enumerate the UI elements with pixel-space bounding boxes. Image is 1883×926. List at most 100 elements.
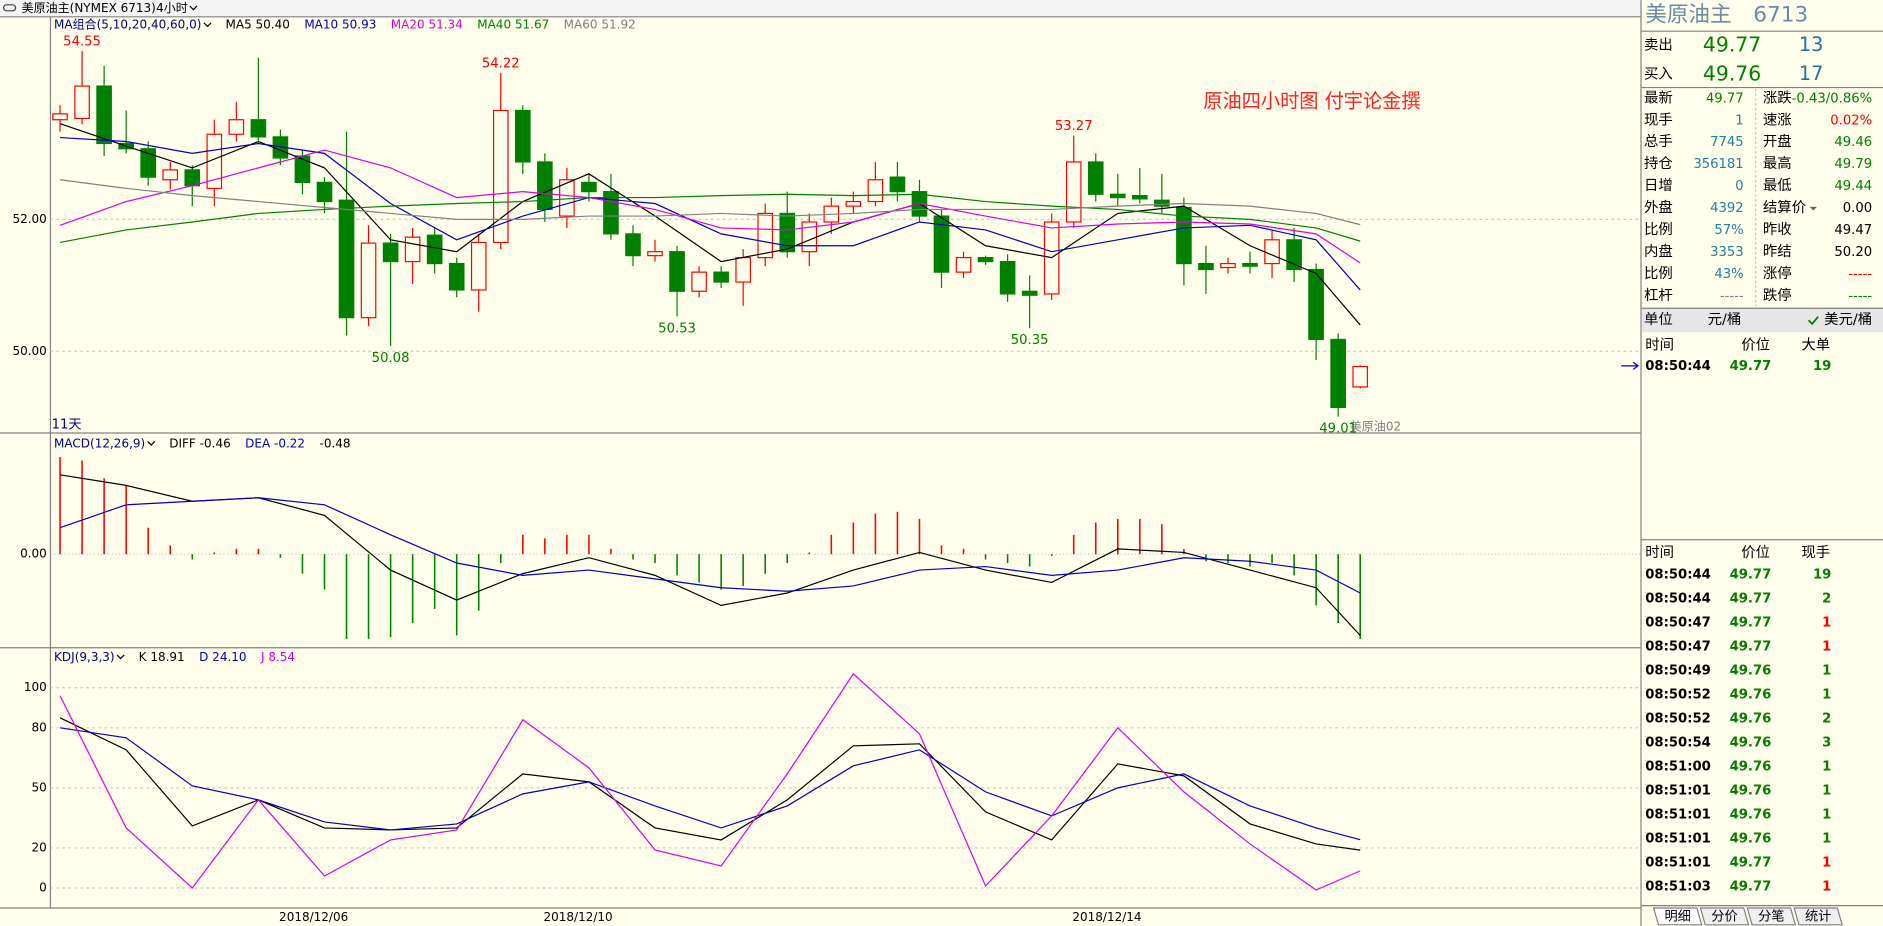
link-icon[interactable] [3, 4, 17, 12]
stat-value: -0.43/0.86% [1792, 91, 1873, 106]
order-side: 卖出 [1644, 37, 1673, 54]
indicator-name[interactable]: MACD(12,26,9) [54, 436, 145, 450]
stat-label: 速涨 [1763, 111, 1792, 128]
tab[interactable] [1652, 907, 1703, 926]
candle-body [448, 262, 465, 291]
indicator-line [59, 149, 1361, 264]
row-time: 08:51:01 [1645, 783, 1711, 798]
row-price: 49.76 [1730, 688, 1772, 703]
row-time: 08:51:01 [1645, 807, 1711, 822]
stat-label: 涨跌 [1763, 89, 1792, 106]
indicator-line [59, 717, 1361, 851]
row-price: 49.77 [1730, 616, 1772, 631]
row-price: 49.76 [1730, 735, 1772, 750]
tab-label[interactable]: 分笔 [1758, 908, 1784, 924]
dropdown-chevron[interactable] [116, 654, 125, 660]
candle-body [1308, 268, 1324, 341]
legend-item: MA20 51.34 [391, 18, 463, 32]
stat-value: 50.20 [1834, 245, 1872, 260]
row-time: 08:50:44 [1645, 592, 1711, 607]
row-price: 49.76 [1730, 759, 1772, 774]
column-header: 现手 [1801, 544, 1830, 561]
dropdown-chevron[interactable] [203, 22, 212, 28]
candle-body [1087, 161, 1104, 195]
candle-body [52, 113, 68, 121]
stat-value: ----- [1848, 289, 1872, 304]
extreme-label: 50.35 [1011, 333, 1049, 348]
check-mark [1807, 316, 1819, 326]
y-tick-label: 0.00 [20, 547, 47, 561]
period-chevron[interactable] [189, 5, 198, 11]
tab-label[interactable]: 分价 [1711, 908, 1737, 924]
stat-value: 49.79 [1834, 157, 1872, 172]
quote-title: 美原油主 [1645, 3, 1731, 28]
candle-body [757, 212, 774, 259]
y-tick-label: 50.00 [12, 344, 46, 358]
candle-body [647, 251, 663, 257]
candle-body [515, 109, 531, 163]
row-time: 08:51:01 [1645, 855, 1711, 870]
column-header: 价位 [1741, 544, 1770, 561]
indicator-line [59, 727, 1361, 841]
indicator-line [59, 497, 1361, 594]
extreme-label: 54.22 [482, 56, 520, 71]
candle-body [492, 109, 509, 244]
candle-body [867, 179, 884, 203]
stat-value: 49.47 [1834, 223, 1872, 238]
stat-value: 43% [1714, 267, 1743, 282]
candle-body [1220, 262, 1236, 269]
row-volume: 1 [1822, 688, 1831, 703]
stat-value: 57% [1714, 223, 1743, 238]
legend-item: MA60 51.92 [564, 18, 636, 32]
dropdown-chevron[interactable] [1809, 206, 1817, 211]
stat-label: 日增 [1644, 177, 1673, 194]
unit-option[interactable]: 元/桶 [1708, 311, 1742, 328]
stat-value: 4392 [1710, 201, 1744, 216]
candle-body [537, 161, 553, 211]
candle-body [1021, 290, 1038, 296]
tab[interactable] [1746, 907, 1797, 926]
stat-value: ----- [1720, 289, 1744, 304]
candle-body [889, 176, 906, 193]
extreme-label: 49.01 [1319, 422, 1357, 437]
legend-item: K 18.91 [139, 650, 185, 664]
candle-body [1330, 338, 1346, 409]
candle-body [316, 181, 333, 203]
candle-body [250, 119, 267, 138]
row-time: 08:51:03 [1645, 879, 1711, 894]
tab-label[interactable]: 明细 [1664, 908, 1690, 924]
stat-label: 外盘 [1644, 198, 1673, 216]
period-selector[interactable]: 4小时 [156, 1, 188, 15]
indicator-name[interactable]: KDJ(9,3,3) [54, 650, 115, 664]
tab-label[interactable]: 统计 [1805, 908, 1831, 924]
stat-value: 49.77 [1706, 91, 1744, 106]
tab[interactable] [1699, 907, 1750, 926]
row-volume: 2 [1822, 711, 1831, 726]
row-time: 08:50:52 [1645, 688, 1711, 703]
candle-body [294, 155, 311, 184]
row-volume: 19 [1813, 568, 1831, 583]
stat-label: 比例 [1644, 265, 1673, 282]
symbol-label[interactable]: 美原油主(NYMEX 6713) [22, 1, 156, 15]
stat-label: 跌停 [1763, 287, 1792, 304]
tab[interactable] [1793, 907, 1843, 926]
contract-label: 美原油02 [1350, 420, 1401, 434]
candle-body [1176, 206, 1192, 265]
x-tick-label: 2018/12/06 [279, 910, 348, 924]
indicator-line [60, 136, 1361, 291]
legend-item: DIFF -0.46 [169, 436, 230, 450]
legend-item: MA40 51.67 [477, 18, 549, 32]
candle-body [162, 169, 179, 181]
candle-body [1154, 199, 1170, 207]
y-tick-label: 20 [32, 840, 47, 854]
candle-body [625, 233, 641, 257]
indicator-name[interactable]: MA组合(5,10,20,40,60,0) [54, 17, 201, 32]
candle-body [735, 257, 751, 283]
dropdown-chevron[interactable] [147, 440, 156, 446]
order-volume: 13 [1799, 33, 1823, 56]
unit-option[interactable]: 美元/桶 [1824, 311, 1872, 328]
stat-value: 0.00 [1843, 201, 1872, 216]
x-tick-label: 2018/12/14 [1072, 910, 1141, 924]
stat-label: 最新 [1644, 89, 1673, 106]
